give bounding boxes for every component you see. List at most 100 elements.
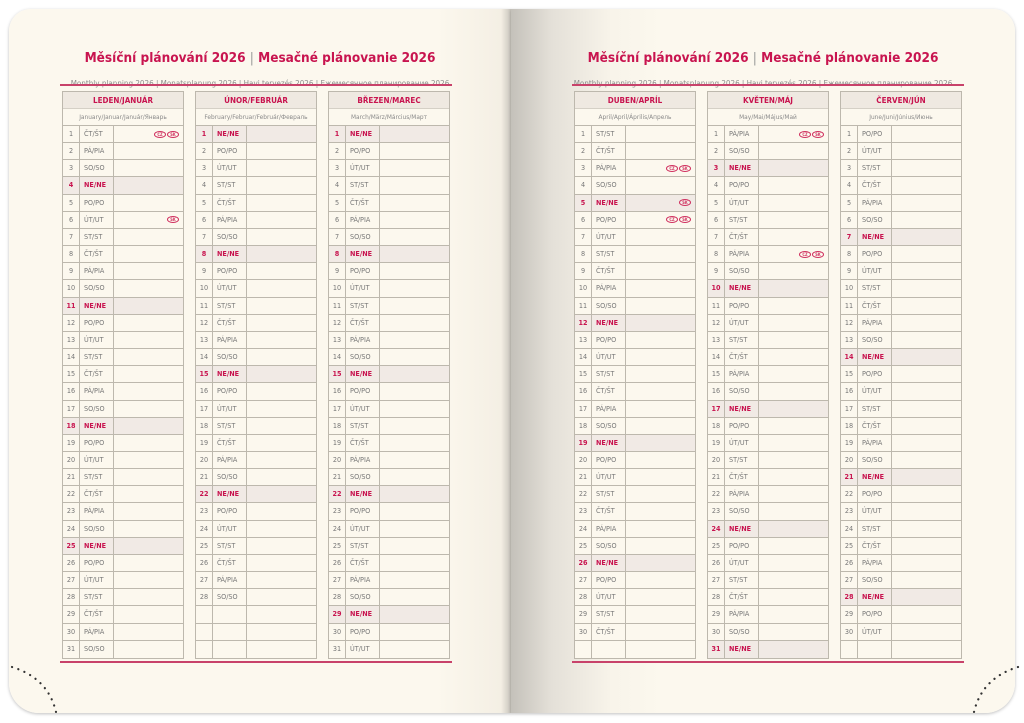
note-cell[interactable] [380,143,449,159]
note-cell[interactable] [247,401,316,417]
day-row[interactable]: 22 PÁ/PIA [708,486,828,504]
day-row[interactable]: 15 ČT/ŠT [63,366,183,384]
note-cell[interactable] [759,229,828,245]
note-cell[interactable] [626,246,695,262]
note-cell[interactable] [759,452,828,468]
day-row[interactable]: 30 SO/SO [708,623,828,641]
note-cell[interactable] [114,383,183,399]
day-row[interactable]: 12 PÁ/PIA [841,314,961,332]
note-cell[interactable] [247,246,316,262]
day-row[interactable]: 29 PÁ/PIA [708,606,828,624]
day-row[interactable]: 6 ÚT/UT SK [63,211,183,229]
day-row[interactable]: 30 PÁ/PIA [63,623,183,641]
day-row[interactable]: 22 ČT/ŠT [63,486,183,504]
note-cell[interactable] [114,606,183,622]
note-cell[interactable] [114,555,183,571]
note-cell[interactable] [759,486,828,502]
day-row[interactable]: 8 NE/NE [329,246,449,264]
day-row[interactable]: 20 ST/ST [708,451,828,470]
note-cell[interactable] [114,418,183,434]
note-cell[interactable] [247,503,316,519]
day-row[interactable]: 12 ÚT/UT [708,314,828,332]
day-row[interactable]: 31 ÚT/UT [329,640,449,658]
note-cell[interactable] [892,263,961,279]
note-cell[interactable] [759,435,828,451]
note-cell[interactable] [626,435,695,451]
note-cell[interactable] [626,143,695,159]
note-cell[interactable] [114,263,183,279]
note-cell[interactable] [892,435,961,451]
day-row[interactable]: 10 ST/ST [841,280,961,298]
day-row[interactable]: 23 ČT/ŠT [575,503,695,521]
note-cell[interactable] [626,366,695,382]
day-row[interactable]: 5 ČT/ŠT [329,194,449,212]
day-row[interactable]: 2 SO/SO [708,143,828,161]
day-row[interactable]: 21 ČT/ŠT [708,469,828,487]
note-cell[interactable] [247,606,316,622]
note-cell[interactable] [247,641,316,658]
note-cell[interactable] [892,246,961,262]
day-row[interactable]: 20 SO/SO [841,451,961,470]
day-row[interactable]: 6 PÁ/PIA [196,211,316,229]
day-row[interactable]: 17 ÚT/UT [196,400,316,418]
day-row[interactable]: 28 ČT/ŠT [708,589,828,607]
day-row[interactable]: 3 PÁ/PIA CZ SK [575,160,695,178]
day-row[interactable]: 15 PO/PO [841,366,961,384]
day-row[interactable]: 1 PÁ/PIA CZ SK [708,126,828,144]
note-cell[interactable] [247,177,316,193]
day-row[interactable]: 17 PÁ/PIA [575,400,695,418]
note-cell[interactable] [892,624,961,640]
note-cell[interactable] [247,298,316,314]
day-row[interactable]: 17 NE/NE [708,400,828,418]
note-cell[interactable] [759,503,828,519]
note-cell[interactable] [759,143,828,159]
note-cell[interactable] [380,521,449,537]
day-row[interactable]: 12 NE/NE [575,314,695,332]
note-cell[interactable] [759,177,828,193]
note-cell[interactable] [626,126,695,142]
note-cell[interactable] [892,366,961,382]
day-row[interactable]: 5 PO/PO [63,194,183,212]
note-cell[interactable]: CZ SK [759,246,828,262]
day-row[interactable]: 30 ČT/ŠT [575,623,695,641]
day-row[interactable]: 16 ÚT/UT [841,383,961,401]
note-cell[interactable] [892,280,961,296]
note-cell[interactable] [759,469,828,485]
day-row[interactable]: 23 SO/SO [708,503,828,521]
day-row[interactable]: 1 ST/ST [575,126,695,144]
note-cell[interactable] [380,418,449,434]
day-row[interactable]: 14 SO/SO [329,349,449,367]
note-cell[interactable] [892,332,961,348]
day-row[interactable]: 9 ČT/ŠT [575,263,695,281]
note-cell[interactable] [626,521,695,537]
day-row[interactable]: 11 ST/ST [329,297,449,315]
note-cell[interactable] [759,366,828,382]
day-row[interactable]: 21 SO/SO [196,469,316,487]
note-cell[interactable] [380,195,449,211]
note-cell[interactable] [626,315,695,331]
note-cell[interactable] [626,486,695,502]
day-row[interactable]: 14 ST/ST [63,349,183,367]
day-row[interactable]: 1 NE/NE [196,126,316,144]
note-cell[interactable] [759,401,828,417]
note-cell[interactable] [626,349,695,365]
day-row[interactable]: 29 NE/NE [329,606,449,624]
day-row[interactable]: 18 ST/ST [196,417,316,435]
day-row[interactable]: 6 ST/ST [708,211,828,229]
note-cell[interactable] [380,383,449,399]
note-cell[interactable]: CZ SK [114,126,183,142]
day-row[interactable]: 17 ÚT/UT [329,400,449,418]
note-cell[interactable] [892,572,961,588]
note-cell[interactable] [247,589,316,605]
note-cell[interactable] [626,418,695,434]
note-cell[interactable] [247,143,316,159]
note-cell[interactable] [759,280,828,296]
day-row[interactable]: 16 PÁ/PIA [63,383,183,401]
note-cell[interactable] [759,555,828,571]
day-row[interactable]: 25 SO/SO [575,537,695,555]
day-row[interactable]: 21 ST/ST [63,469,183,487]
note-cell[interactable] [247,280,316,296]
note-cell[interactable] [380,332,449,348]
day-row[interactable]: 6 PO/PO CZ SK [575,211,695,229]
note-cell[interactable] [247,624,316,640]
